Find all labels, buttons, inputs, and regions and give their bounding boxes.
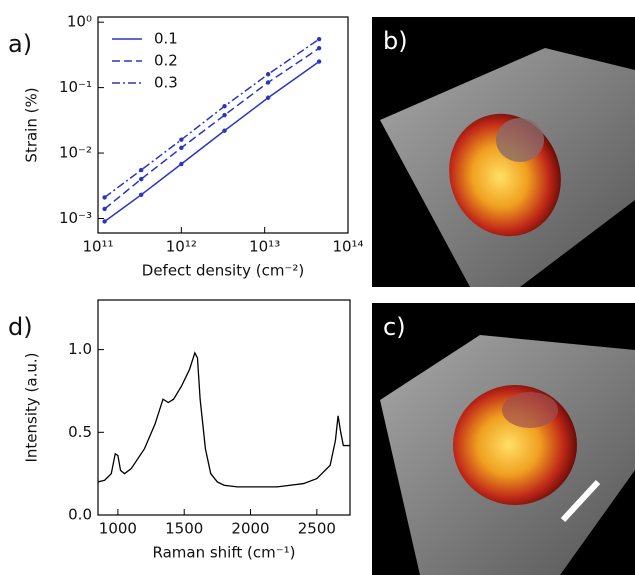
x-axis-label: Defect density (cm⁻²) — [142, 262, 304, 280]
data-point — [316, 59, 322, 64]
x-tick-label: 2500 — [298, 520, 336, 538]
data-point — [222, 112, 227, 118]
data-point — [316, 46, 322, 51]
legend-label: 0.1 — [154, 30, 178, 48]
series-line — [104, 38, 320, 198]
data-point — [102, 195, 107, 200]
x-tick-label: 1500 — [165, 520, 203, 538]
data-point — [222, 103, 227, 109]
panel-label: d) — [8, 313, 33, 341]
x-tick-label: 10¹² — [166, 238, 197, 256]
series-line — [104, 60, 320, 223]
y-axis-label: Intensity (a.u.) — [23, 353, 41, 463]
data-point — [265, 95, 271, 100]
x-tick-label: 10¹⁴ — [332, 238, 363, 256]
panel-b-image — [372, 17, 635, 287]
data-point — [139, 167, 144, 173]
y-tick-label: 1.0 — [68, 340, 92, 358]
data-point — [102, 219, 107, 224]
panel-c-image — [372, 303, 635, 575]
data-point — [139, 192, 144, 198]
x-tick-label: 10¹³ — [249, 238, 280, 256]
panel-label: b) — [383, 27, 408, 55]
series-line — [97, 351, 350, 488]
data-point — [179, 161, 184, 167]
x-tick-label: 2000 — [231, 520, 269, 538]
data-point — [265, 80, 271, 85]
series-line — [104, 47, 320, 210]
legend-label: 0.2 — [154, 52, 178, 70]
x-tick-label: 1000 — [99, 520, 137, 538]
data-point — [179, 137, 184, 142]
plot-frame — [97, 16, 349, 234]
panel-label: a) — [8, 30, 32, 58]
y-tick-label: 10⁰ — [67, 13, 92, 31]
data-point — [139, 176, 144, 182]
x-axis-label: Raman shift (cm⁻¹) — [152, 544, 295, 562]
x-tick-label: 10¹¹ — [82, 238, 113, 256]
y-tick-label: 10⁻¹ — [59, 78, 92, 96]
data-point — [316, 36, 322, 42]
data-point — [179, 145, 184, 151]
y-tick-label: 10⁻³ — [59, 209, 92, 227]
y-axis-label: Strain (%) — [23, 87, 41, 162]
panel-label: c) — [383, 313, 406, 341]
plot-frame — [97, 299, 351, 516]
data-point — [102, 206, 107, 212]
data-point — [222, 128, 227, 133]
y-tick-label: 10⁻² — [59, 144, 92, 162]
legend-label: 0.3 — [154, 74, 178, 92]
y-tick-label: 0.0 — [68, 506, 92, 524]
y-tick-label: 0.5 — [68, 423, 92, 441]
data-point — [265, 72, 271, 77]
